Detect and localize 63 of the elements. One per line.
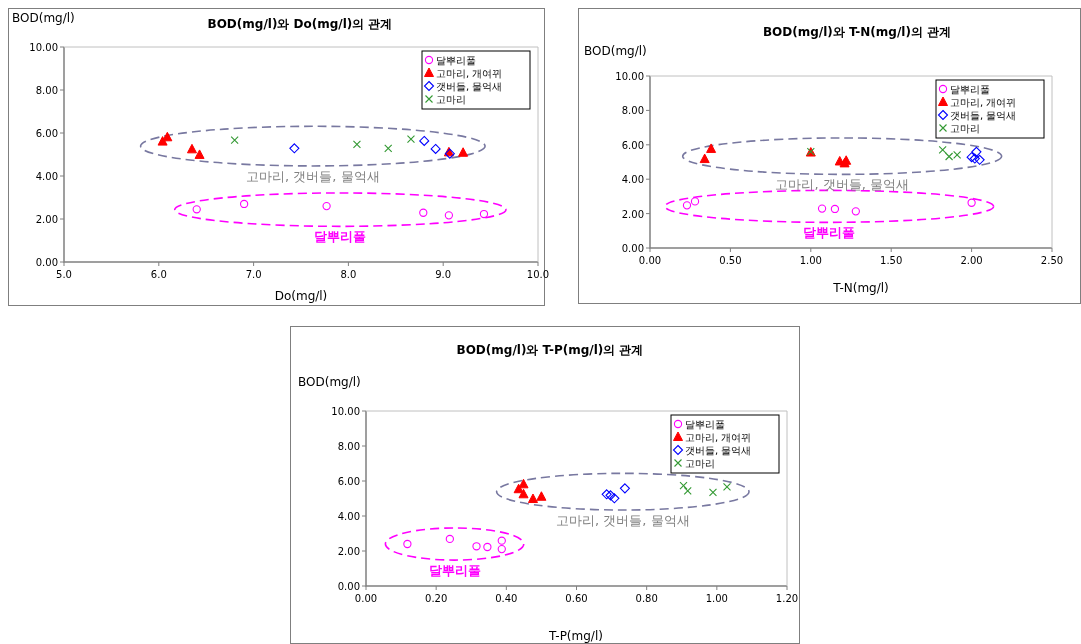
legend-label: 갯버들, 물억새	[436, 81, 503, 92]
y-tick-label: 8.00	[621, 105, 644, 117]
annotation: 고마리, 갯버들, 물억새	[246, 168, 380, 184]
legend-label: 고마리	[685, 458, 715, 469]
chart-title: BOD(mg/l)와 T-P(mg/l)의 관계	[456, 343, 644, 357]
x-tick-label: 8.0	[340, 269, 357, 280]
y-axis-title: BOD(mg/l)	[12, 11, 75, 25]
chart-title: BOD(mg/l)와 Do(mg/l)의 관계	[207, 17, 393, 31]
y-tick-label: 0.00	[621, 243, 644, 254]
x-tick-label: 0.60	[565, 593, 588, 604]
legend-label: 고마리, 개여뀌	[685, 432, 752, 443]
annotation: 달뿌리풀	[314, 229, 367, 245]
x-tick-label: 9.0	[435, 269, 452, 280]
x-tick-label: 2.50	[1040, 255, 1064, 266]
x-tick-label: 0.20	[425, 593, 448, 604]
x-tick-label: 10.0	[526, 269, 550, 280]
x-tick-label: 5.0	[56, 269, 72, 280]
y-axis-title: BOD(mg/l)	[584, 44, 647, 58]
y-tick-label: 0.00	[337, 581, 360, 592]
legend-label: 갯버들, 물억새	[685, 445, 752, 456]
x-tick-label: 1.20	[775, 593, 799, 604]
legend-label: 달뿌리풀	[436, 55, 476, 66]
legend-label: 고마리, 개여뀌	[950, 97, 1017, 108]
x-axis-title: T-N(mg/l)	[832, 281, 889, 295]
x-tick-label: 0.50	[719, 255, 742, 266]
y-tick-label: 8.00	[35, 85, 58, 96]
x-tick-label: 1.00	[799, 255, 822, 266]
y-tick-label: 6.00	[35, 128, 58, 139]
legend-label: 갯버들, 물억새	[950, 110, 1017, 121]
annotation: 달뿌리풀	[428, 563, 481, 579]
y-tick-label: 10.00	[615, 71, 644, 82]
x-tick-label: 1.50	[880, 255, 903, 266]
y-tick-label: 4.00	[35, 171, 58, 182]
x-tick-label: 2.00	[960, 255, 983, 266]
x-tick-label: 7.0	[245, 269, 262, 280]
legend-label: 달뿌리풀	[950, 84, 990, 95]
x-axis-title: T-P(mg/l)	[548, 629, 603, 643]
y-tick-label: 10.00	[331, 406, 360, 417]
y-tick-label: 2.00	[35, 214, 58, 225]
x-tick-label: 0.80	[635, 593, 658, 604]
y-tick-label: 4.00	[337, 511, 360, 522]
x-tick-label: 0.00	[354, 593, 378, 604]
x-tick-label: 6.0	[150, 269, 167, 280]
chart-title: BOD(mg/l)와 T-N(mg/l)의 관계	[762, 25, 952, 39]
y-tick-label: 6.00	[337, 476, 360, 487]
legend-label: 고마리, 개여뀌	[436, 68, 503, 79]
x-tick-label: 1.00	[705, 593, 728, 604]
y-tick-label: 6.00	[621, 139, 644, 151]
annotation: 고마리, 갯버들, 물억새	[775, 177, 909, 193]
y-tick-label: 10.00	[29, 42, 58, 53]
x-tick-label: 0.40	[495, 593, 518, 604]
annotation: 달뿌리풀	[803, 225, 856, 241]
legend-label: 고마리	[436, 94, 466, 105]
y-tick-label: 8.00	[337, 441, 360, 452]
annotation: 고마리, 갯버들, 물억새	[556, 513, 690, 529]
y-tick-label: 2.00	[337, 546, 360, 557]
y-tick-label: 4.00	[621, 174, 644, 186]
x-axis-title: Do(mg/l)	[274, 289, 328, 303]
x-tick-label: 0.00	[638, 255, 662, 266]
y-tick-label: 2.00	[621, 208, 644, 220]
y-axis-title: BOD(mg/l)	[298, 375, 361, 389]
legend-label: 달뿌리풀	[685, 419, 725, 430]
legend-label: 고마리	[950, 123, 980, 134]
